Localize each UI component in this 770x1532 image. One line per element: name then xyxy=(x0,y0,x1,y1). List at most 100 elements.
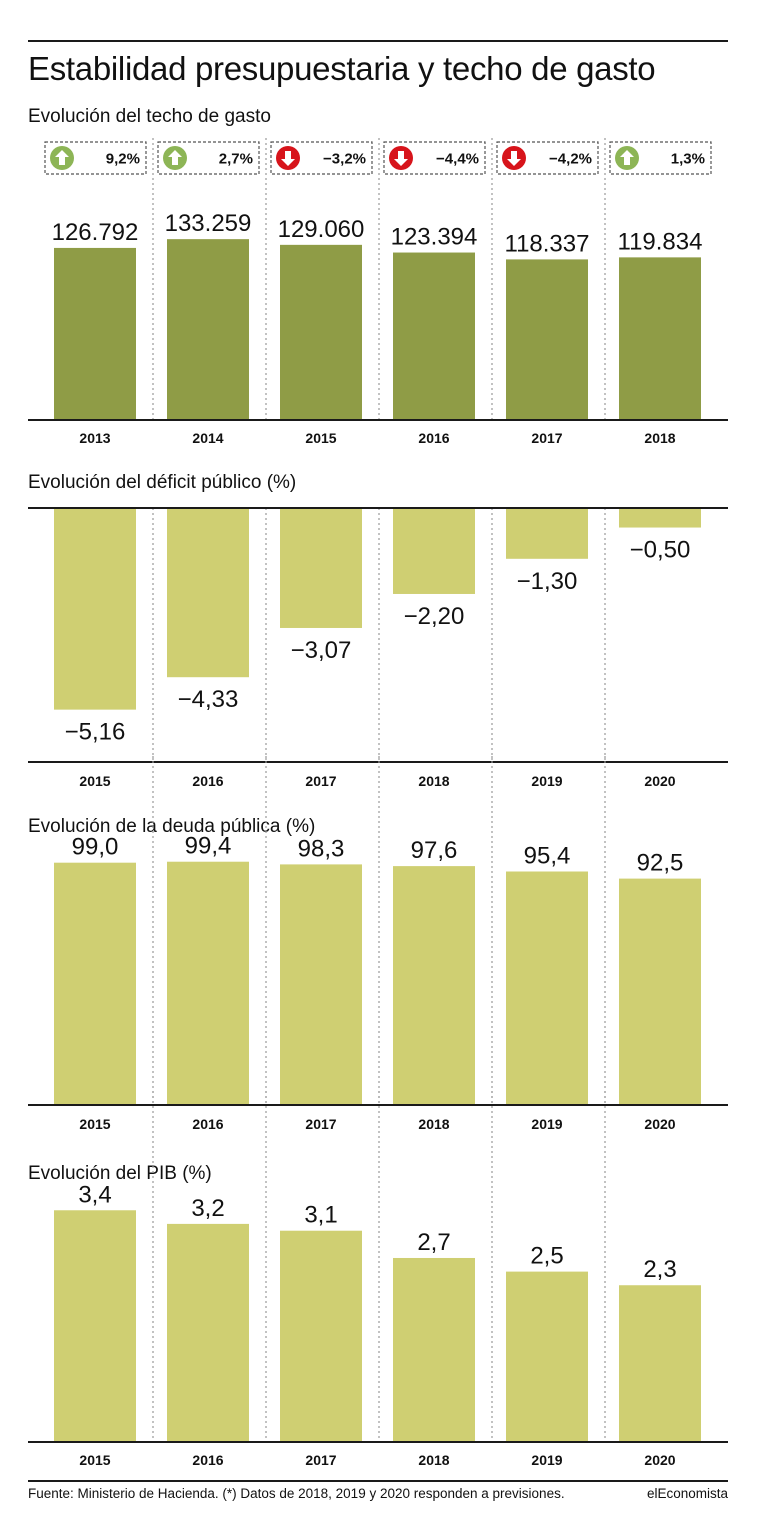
bar-2016 xyxy=(167,861,249,1105)
year-label: 2018 xyxy=(418,1116,449,1132)
arrow-up-icon xyxy=(50,146,74,170)
year-label: 2017 xyxy=(531,430,562,446)
change-box xyxy=(157,141,260,175)
year-label: 2019 xyxy=(531,1452,562,1468)
chart-deficit: Evolución del déficit público (%) −5,16 20… xyxy=(28,472,728,789)
change-box xyxy=(270,141,373,175)
year-label: 2020 xyxy=(644,1452,675,1468)
year-label: 2017 xyxy=(305,1452,336,1468)
bar-2017 xyxy=(506,259,588,420)
value-label: 119.834 xyxy=(618,228,703,255)
arrow-up-icon xyxy=(615,146,639,170)
bar-2019 xyxy=(506,1271,588,1442)
year-label: 2019 xyxy=(531,1116,562,1132)
bar-2015 xyxy=(54,1210,136,1442)
top-rule xyxy=(28,40,728,42)
value-label: 2,3 xyxy=(643,1256,676,1283)
value-label: 92,5 xyxy=(637,850,684,877)
chart-pib: Evolución del PIB (%)3,4 2015 3,2 2016 3,1 20… xyxy=(28,1091,728,1468)
bar-2013 xyxy=(54,247,136,420)
change-label: 1,3% xyxy=(671,151,705,168)
value-label: 2,7 xyxy=(417,1229,450,1256)
bar-2018 xyxy=(393,508,475,594)
year-label: 2014 xyxy=(192,430,223,446)
value-label: 3,1 xyxy=(304,1202,337,1229)
year-label: 2017 xyxy=(305,1116,336,1132)
page-title: Estabilidad presupuestaria y techo de ga… xyxy=(28,50,656,87)
year-label: 2017 xyxy=(305,773,336,789)
change-box xyxy=(609,141,712,175)
year-label: 2016 xyxy=(192,773,223,789)
arrow-down-icon xyxy=(389,146,413,170)
bar-2017 xyxy=(280,508,362,628)
bar-2019 xyxy=(506,508,588,559)
bar-2015 xyxy=(280,244,362,420)
value-label: 98,3 xyxy=(298,835,345,862)
year-label: 2018 xyxy=(644,430,675,446)
year-label: 2018 xyxy=(418,773,449,789)
bar-2016 xyxy=(393,252,475,420)
chart-subtitle: Evolución del déficit público (%) xyxy=(28,472,296,493)
year-label: 2015 xyxy=(79,1452,110,1468)
chart-subtitle: Evolución del PIB (%) xyxy=(28,1163,212,1184)
change-label: −4,4% xyxy=(436,151,479,168)
change-label: −4,2% xyxy=(549,151,592,168)
year-label: 2015 xyxy=(79,1116,110,1132)
change-label: 9,2% xyxy=(106,151,140,168)
change-box xyxy=(496,141,599,175)
value-label: 95,4 xyxy=(524,842,571,869)
year-label: 2015 xyxy=(305,430,336,446)
bar-2015 xyxy=(54,862,136,1105)
chart-subtitle: Evolución de la deuda pública (%) xyxy=(28,816,315,837)
value-label: −5,16 xyxy=(65,719,126,746)
bar-2018 xyxy=(619,257,701,420)
value-label: 99,4 xyxy=(185,833,232,860)
year-label: 2015 xyxy=(79,773,110,789)
bar-2018 xyxy=(393,866,475,1105)
bar-2020 xyxy=(619,1285,701,1442)
chart-subtitle: Evolución del techo de gasto xyxy=(28,106,271,127)
value-label: 3,4 xyxy=(78,1181,111,1208)
bar-2017 xyxy=(280,864,362,1105)
year-label: 2020 xyxy=(644,773,675,789)
value-label: −0,50 xyxy=(630,537,691,564)
year-label: 2020 xyxy=(644,1116,675,1132)
year-label: 2013 xyxy=(79,430,110,446)
chart-techo-gasto: Evolución del techo de gasto 126.792 2013 9… xyxy=(28,106,728,446)
value-label: 97,6 xyxy=(411,837,458,864)
year-label: 2018 xyxy=(418,1452,449,1468)
arrow-up-icon xyxy=(163,146,187,170)
value-label: 2,5 xyxy=(530,1243,563,1270)
bar-2019 xyxy=(506,871,588,1105)
value-label: −4,33 xyxy=(178,686,239,713)
value-label: 129.060 xyxy=(278,216,365,243)
bar-2020 xyxy=(619,508,701,528)
value-label: −1,30 xyxy=(517,568,578,595)
value-label: 3,2 xyxy=(191,1195,224,1222)
arrow-down-icon xyxy=(502,146,526,170)
value-label: −3,07 xyxy=(291,637,352,664)
arrow-down-icon xyxy=(276,146,300,170)
change-box xyxy=(383,141,486,175)
bar-2014 xyxy=(167,239,249,420)
year-label: 2016 xyxy=(418,430,449,446)
bar-2017 xyxy=(280,1230,362,1442)
value-label: 99,0 xyxy=(72,834,119,861)
bar-2016 xyxy=(167,508,249,678)
year-label: 2016 xyxy=(192,1116,223,1132)
value-label: 118.337 xyxy=(505,230,590,257)
year-label: 2016 xyxy=(192,1452,223,1468)
value-label: 126.792 xyxy=(52,219,139,246)
value-label: 123.394 xyxy=(391,224,478,251)
chart-deuda: Evolución de la deuda pública (%)99,0 201… xyxy=(28,756,728,1132)
bar-2018 xyxy=(393,1257,475,1442)
value-label: −2,20 xyxy=(404,603,465,630)
year-label: 2019 xyxy=(531,773,562,789)
bottom-rule xyxy=(28,1480,728,1482)
source-note: Fuente: Ministerio de Hacienda. (*) Dato… xyxy=(28,1486,565,1501)
value-label: 133.259 xyxy=(165,210,252,237)
bar-2020 xyxy=(619,878,701,1105)
change-box xyxy=(44,141,147,175)
brand-logo: elEconomista xyxy=(646,1486,728,1501)
change-label: −3,2% xyxy=(323,151,366,168)
